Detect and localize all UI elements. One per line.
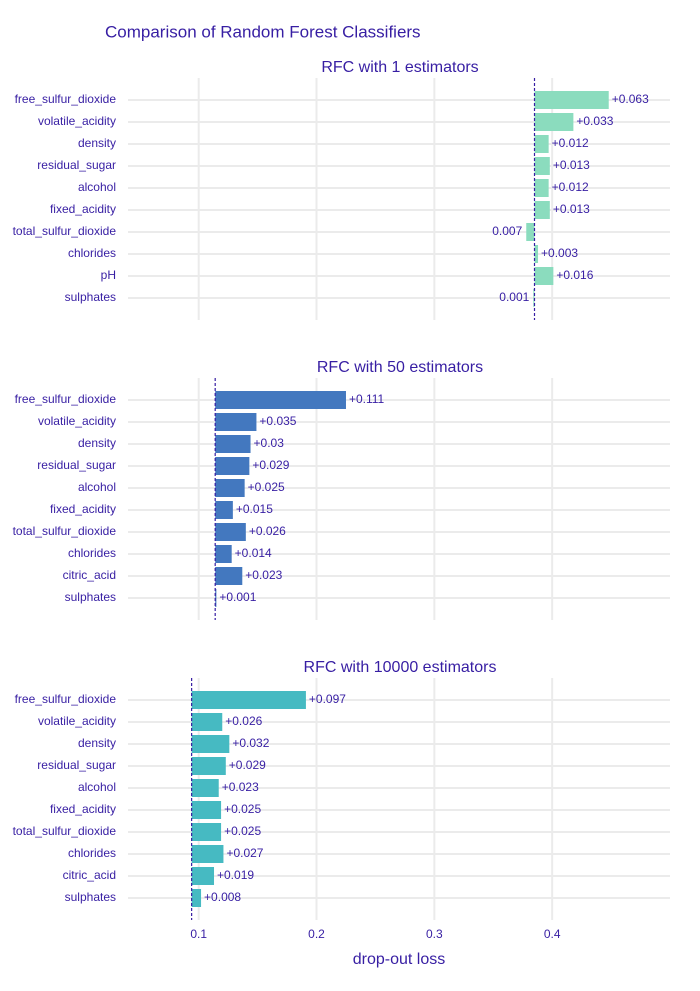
- y-tick-label: density: [78, 736, 116, 750]
- x-tick-label: 0.4: [544, 927, 561, 941]
- y-tick-label: fixed_acidity: [50, 502, 116, 516]
- y-tick-label: residual_sugar: [37, 458, 116, 472]
- y-tick-label: chlorides: [68, 846, 116, 860]
- data-label: +0.026: [225, 714, 262, 728]
- data-label: 0.001: [499, 290, 529, 304]
- y-tick-label: volatile_acidity: [38, 114, 116, 128]
- bar: [215, 457, 250, 475]
- y-tick-label: sulphates: [65, 290, 116, 304]
- y-tick-label: fixed_acidity: [50, 202, 116, 216]
- y-tick-label: volatile_acidity: [38, 414, 116, 428]
- data-label: +0.001: [219, 590, 256, 604]
- data-label: +0.003: [541, 246, 578, 260]
- data-label: +0.013: [553, 202, 590, 216]
- data-label: +0.063: [612, 92, 649, 106]
- bar: [534, 91, 609, 109]
- data-label: +0.032: [232, 736, 269, 750]
- data-label: +0.03: [254, 436, 285, 450]
- y-tick-label: residual_sugar: [37, 158, 116, 172]
- y-tick-label: total_sulfur_dioxide: [13, 224, 117, 238]
- bar: [215, 413, 257, 431]
- panel-title: RFC with 10000 estimators: [304, 659, 497, 676]
- y-tick-label: pH: [101, 268, 116, 282]
- bar: [534, 201, 550, 219]
- data-label: +0.025: [224, 824, 261, 838]
- data-label: +0.035: [259, 414, 296, 428]
- x-tick-label: 0.3: [426, 927, 443, 941]
- panel-title: RFC with 50 estimators: [317, 359, 483, 376]
- data-label: +0.029: [252, 458, 289, 472]
- bar: [215, 391, 346, 409]
- bar: [191, 757, 226, 775]
- bar: [215, 435, 251, 453]
- y-tick-label: sulphates: [65, 890, 116, 904]
- data-label: +0.025: [224, 802, 261, 816]
- data-label: +0.111: [349, 392, 385, 406]
- bar: [534, 135, 549, 153]
- x-axis-title: drop-out loss: [353, 951, 446, 968]
- data-label: +0.027: [226, 846, 263, 860]
- chart-title: Comparison of Random Forest Classifiers: [105, 22, 421, 41]
- bar: [191, 823, 222, 841]
- data-label: +0.029: [229, 758, 266, 772]
- x-tick-label: 0.1: [190, 927, 207, 941]
- y-tick-label: volatile_acidity: [38, 714, 116, 728]
- bar: [191, 713, 223, 731]
- data-label: +0.015: [236, 502, 273, 516]
- bar: [215, 479, 245, 497]
- data-label: +0.016: [556, 268, 593, 282]
- y-tick-label: citric_acid: [63, 868, 116, 882]
- y-tick-label: density: [78, 136, 116, 150]
- bar: [534, 179, 549, 197]
- bar: [191, 845, 224, 863]
- bar: [191, 735, 230, 753]
- bar: [534, 267, 554, 285]
- data-label: +0.026: [249, 524, 286, 538]
- y-tick-label: alcohol: [78, 780, 116, 794]
- bar: [191, 889, 202, 907]
- data-label: +0.014: [235, 546, 272, 560]
- bar: [191, 691, 306, 709]
- data-label: +0.008: [204, 890, 241, 904]
- y-tick-label: fixed_acidity: [50, 802, 116, 816]
- bar: [534, 157, 550, 175]
- bar: [526, 223, 535, 241]
- bar: [215, 501, 233, 519]
- data-label: 0.007: [492, 224, 522, 238]
- bar: [215, 567, 243, 585]
- data-label: +0.033: [576, 114, 613, 128]
- panel-title: RFC with 1 estimators: [321, 59, 478, 76]
- bar: [534, 113, 574, 131]
- bar: [534, 245, 539, 263]
- y-tick-label: free_sulfur_dioxide: [15, 92, 117, 106]
- bar: [215, 545, 232, 563]
- y-tick-label: citric_acid: [63, 568, 116, 582]
- y-tick-label: chlorides: [68, 246, 116, 260]
- y-tick-label: alcohol: [78, 180, 116, 194]
- y-tick-label: total_sulfur_dioxide: [13, 524, 117, 538]
- bar: [191, 801, 222, 819]
- y-tick-label: total_sulfur_dioxide: [13, 824, 117, 838]
- y-tick-label: sulphates: [65, 590, 116, 604]
- data-label: +0.023: [245, 568, 282, 582]
- y-tick-label: alcohol: [78, 480, 116, 494]
- y-tick-label: residual_sugar: [37, 758, 116, 772]
- bar: [191, 867, 215, 885]
- data-label: +0.013: [553, 158, 590, 172]
- y-tick-label: density: [78, 436, 116, 450]
- data-label: +0.019: [217, 868, 254, 882]
- bar: [215, 523, 246, 541]
- data-label: +0.023: [222, 780, 259, 794]
- data-label: +0.025: [248, 480, 285, 494]
- data-label: +0.012: [552, 136, 589, 150]
- data-label: +0.012: [552, 180, 589, 194]
- bar: [191, 779, 219, 797]
- y-tick-label: free_sulfur_dioxide: [15, 392, 117, 406]
- data-label: +0.097: [309, 692, 346, 706]
- x-tick-label: 0.2: [308, 927, 325, 941]
- y-tick-label: chlorides: [68, 546, 116, 560]
- y-tick-label: free_sulfur_dioxide: [15, 692, 117, 706]
